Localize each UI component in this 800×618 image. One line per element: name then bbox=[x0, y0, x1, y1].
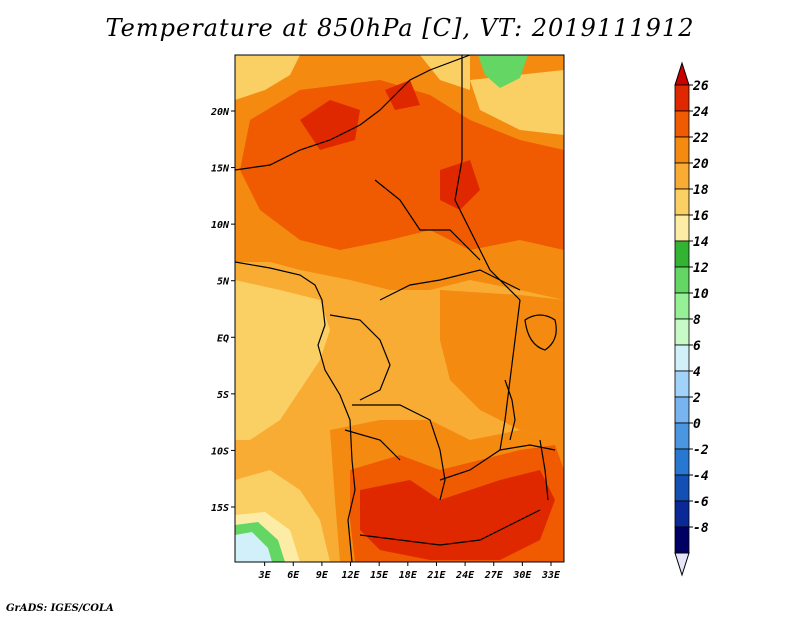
border-sahel bbox=[235, 55, 471, 171]
colorbar-label: 20 bbox=[692, 157, 709, 172]
country-borders bbox=[235, 55, 557, 562]
lat-tick-label: 10S bbox=[211, 446, 229, 457]
colorbar-label: 14 bbox=[693, 235, 709, 250]
colorbar-bottom-triangle bbox=[674, 552, 690, 577]
border-namibia bbox=[344, 429, 401, 461]
map-title: Temperature at 850hPa [C], VT: 201911191… bbox=[105, 14, 695, 42]
border-zambia bbox=[439, 444, 556, 481]
credit-text: GrADS: IGES/COLA bbox=[6, 603, 114, 614]
longitude-axis: 3E 6E 9E 12E 15E 18E 21E 24E 27E 30E 33E bbox=[258, 562, 561, 581]
colorbar-swatch bbox=[674, 422, 690, 450]
colorbar-label: 18 bbox=[693, 183, 709, 198]
colorbar-label: -4 bbox=[693, 469, 709, 484]
lat-tick-label: 20N bbox=[210, 107, 230, 118]
colorbar-swatch bbox=[674, 500, 690, 528]
lat-tick-label: 5N bbox=[217, 277, 230, 288]
border-congo bbox=[329, 314, 391, 401]
colorbar-label: 8 bbox=[693, 313, 701, 328]
lon-tick-label: 33E bbox=[541, 570, 561, 581]
border-drc-east bbox=[499, 299, 521, 451]
colorbar-label: 10 bbox=[693, 287, 709, 302]
colorbar-label: 6 bbox=[693, 339, 701, 354]
field-north-26c bbox=[385, 80, 420, 110]
lon-tick-label: 21E bbox=[426, 570, 446, 581]
lake-tanganyika bbox=[504, 379, 516, 441]
lake-victoria bbox=[524, 314, 557, 351]
colorbar-swatch bbox=[674, 344, 690, 372]
colorbar-label: 24 bbox=[692, 105, 709, 120]
colorbar-swatch bbox=[674, 136, 690, 164]
colorbar-swatch bbox=[674, 292, 690, 320]
field-northeast-16 bbox=[470, 70, 564, 135]
colorbar-label: 16 bbox=[693, 209, 709, 224]
lat-tick-label: 5S bbox=[217, 390, 229, 401]
colorbar-label: -2 bbox=[693, 443, 709, 458]
colorbar-swatch bbox=[674, 396, 690, 424]
field-north-16 bbox=[235, 55, 300, 100]
field-west-18 bbox=[235, 280, 330, 440]
border-south bbox=[359, 509, 541, 546]
colorbar-label: 0 bbox=[693, 417, 701, 432]
field-east-20 bbox=[440, 290, 564, 440]
colorbar-swatch bbox=[674, 474, 690, 502]
lat-tick-label: 15N bbox=[211, 164, 230, 175]
colorbar-swatch bbox=[674, 214, 690, 242]
colorbar-label: 4 bbox=[693, 365, 701, 380]
temperature-field bbox=[235, 55, 564, 562]
field-north-16b bbox=[420, 55, 470, 90]
colorbar-label: 26 bbox=[692, 79, 709, 94]
border-angola bbox=[352, 404, 446, 501]
border-sudan bbox=[454, 55, 521, 301]
lon-tick-label: 3E bbox=[258, 570, 272, 581]
lon-tick-label: 6E bbox=[287, 570, 300, 581]
field-southwest-6 bbox=[235, 532, 272, 562]
colorbar-label: -8 bbox=[693, 521, 709, 536]
colorbar-top-triangle bbox=[674, 61, 690, 86]
lon-tick-label: 30E bbox=[512, 570, 532, 581]
lat-tick-label: 10N bbox=[211, 220, 230, 231]
lake-malawi bbox=[539, 439, 549, 501]
colorbar-label: 22 bbox=[692, 131, 709, 146]
map-frame bbox=[234, 54, 565, 563]
colorbar-label: -6 bbox=[693, 495, 709, 510]
colorbar-swatch bbox=[674, 526, 690, 554]
lon-tick-label: 15E bbox=[370, 570, 389, 581]
lon-tick-label: 12E bbox=[342, 570, 361, 581]
colorbar-swatch bbox=[674, 110, 690, 138]
lat-tick-label: 15S bbox=[211, 503, 229, 514]
colorbar-swatch bbox=[674, 84, 690, 112]
colorbar-label: 12 bbox=[693, 261, 709, 276]
lon-tick-label: 27E bbox=[484, 570, 504, 581]
colorbar-swatch bbox=[674, 162, 690, 190]
field-northeast-10 bbox=[478, 55, 528, 88]
border-drc-north bbox=[379, 269, 521, 301]
latitude-axis: 20N 15N 10N 5N EQ 5S 10S 15S bbox=[210, 107, 235, 514]
lon-tick-label: 9E bbox=[316, 570, 329, 581]
field-south-26 bbox=[360, 470, 555, 560]
border-chad-car bbox=[374, 179, 481, 261]
field-north-26a bbox=[300, 100, 360, 150]
field-north-26b bbox=[440, 160, 480, 210]
lon-tick-label: 24E bbox=[455, 570, 475, 581]
colorbar-swatch bbox=[674, 266, 690, 294]
lat-tick-label: EQ bbox=[217, 333, 229, 344]
coastline-west bbox=[235, 261, 356, 562]
colorbar-swatch bbox=[674, 318, 690, 346]
lon-tick-label: 18E bbox=[399, 570, 418, 581]
colorbar-swatch bbox=[674, 188, 690, 216]
colorbar-swatch bbox=[674, 448, 690, 476]
colorbar-label: 2 bbox=[692, 391, 701, 406]
colorbar-swatch bbox=[674, 240, 690, 268]
colorbar-swatch bbox=[674, 370, 690, 398]
